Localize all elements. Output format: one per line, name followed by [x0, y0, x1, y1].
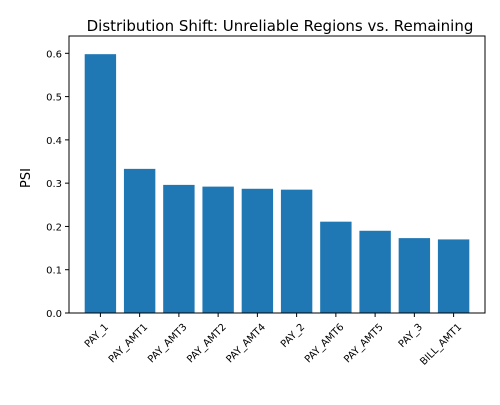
y-tick-label: 0.2: [46, 222, 62, 233]
y-tick-label: 0.5: [46, 93, 62, 104]
plot-frame: [68, 35, 486, 314]
chart-title: Distribution Shift: Unreliable Regions v…: [87, 17, 474, 35]
x-tick-label: PAY_AMT5: [342, 322, 385, 365]
y-tick-label: 0.3: [46, 179, 62, 190]
y-tick-label: 0.0: [46, 309, 62, 320]
y-tick-label: 0.6: [46, 49, 62, 60]
bar-pay-amt6: [320, 221, 352, 313]
bar-pay-amt1: [123, 168, 156, 313]
plot-area: 0.00.10.20.30.40.50.6PAY_1PAY_AMT1PAY_AM…: [46, 35, 486, 368]
bar-pay-amt5: [359, 230, 391, 313]
x-tick-label: PAY_AMT3: [146, 322, 189, 365]
bar-pay-amt4: [241, 188, 274, 313]
bar-pay-1: [84, 54, 117, 314]
y-axis-label: PSI: [19, 168, 34, 188]
bar-pay-2: [280, 189, 313, 313]
bar-bill-amt1: [437, 239, 470, 313]
x-tick-label: PAY_3: [397, 322, 425, 350]
x-tick-label: PAY_AMT6: [303, 322, 346, 365]
y-tick-label: 0.4: [46, 136, 62, 147]
x-tick-label: BILL_AMT1: [418, 322, 464, 368]
bar-pay-amt3: [163, 184, 195, 313]
bar-pay-amt2: [202, 186, 234, 313]
x-tick-label: PAY_1: [83, 322, 111, 350]
x-tick-label: PAY_AMT4: [225, 322, 268, 365]
x-tick-label: PAY_AMT1: [107, 322, 150, 365]
x-tick-label: PAY_2: [279, 322, 307, 350]
bar-pay-3: [398, 238, 431, 313]
x-tick-label: PAY_AMT2: [185, 322, 228, 365]
y-tick-label: 0.1: [46, 266, 62, 277]
